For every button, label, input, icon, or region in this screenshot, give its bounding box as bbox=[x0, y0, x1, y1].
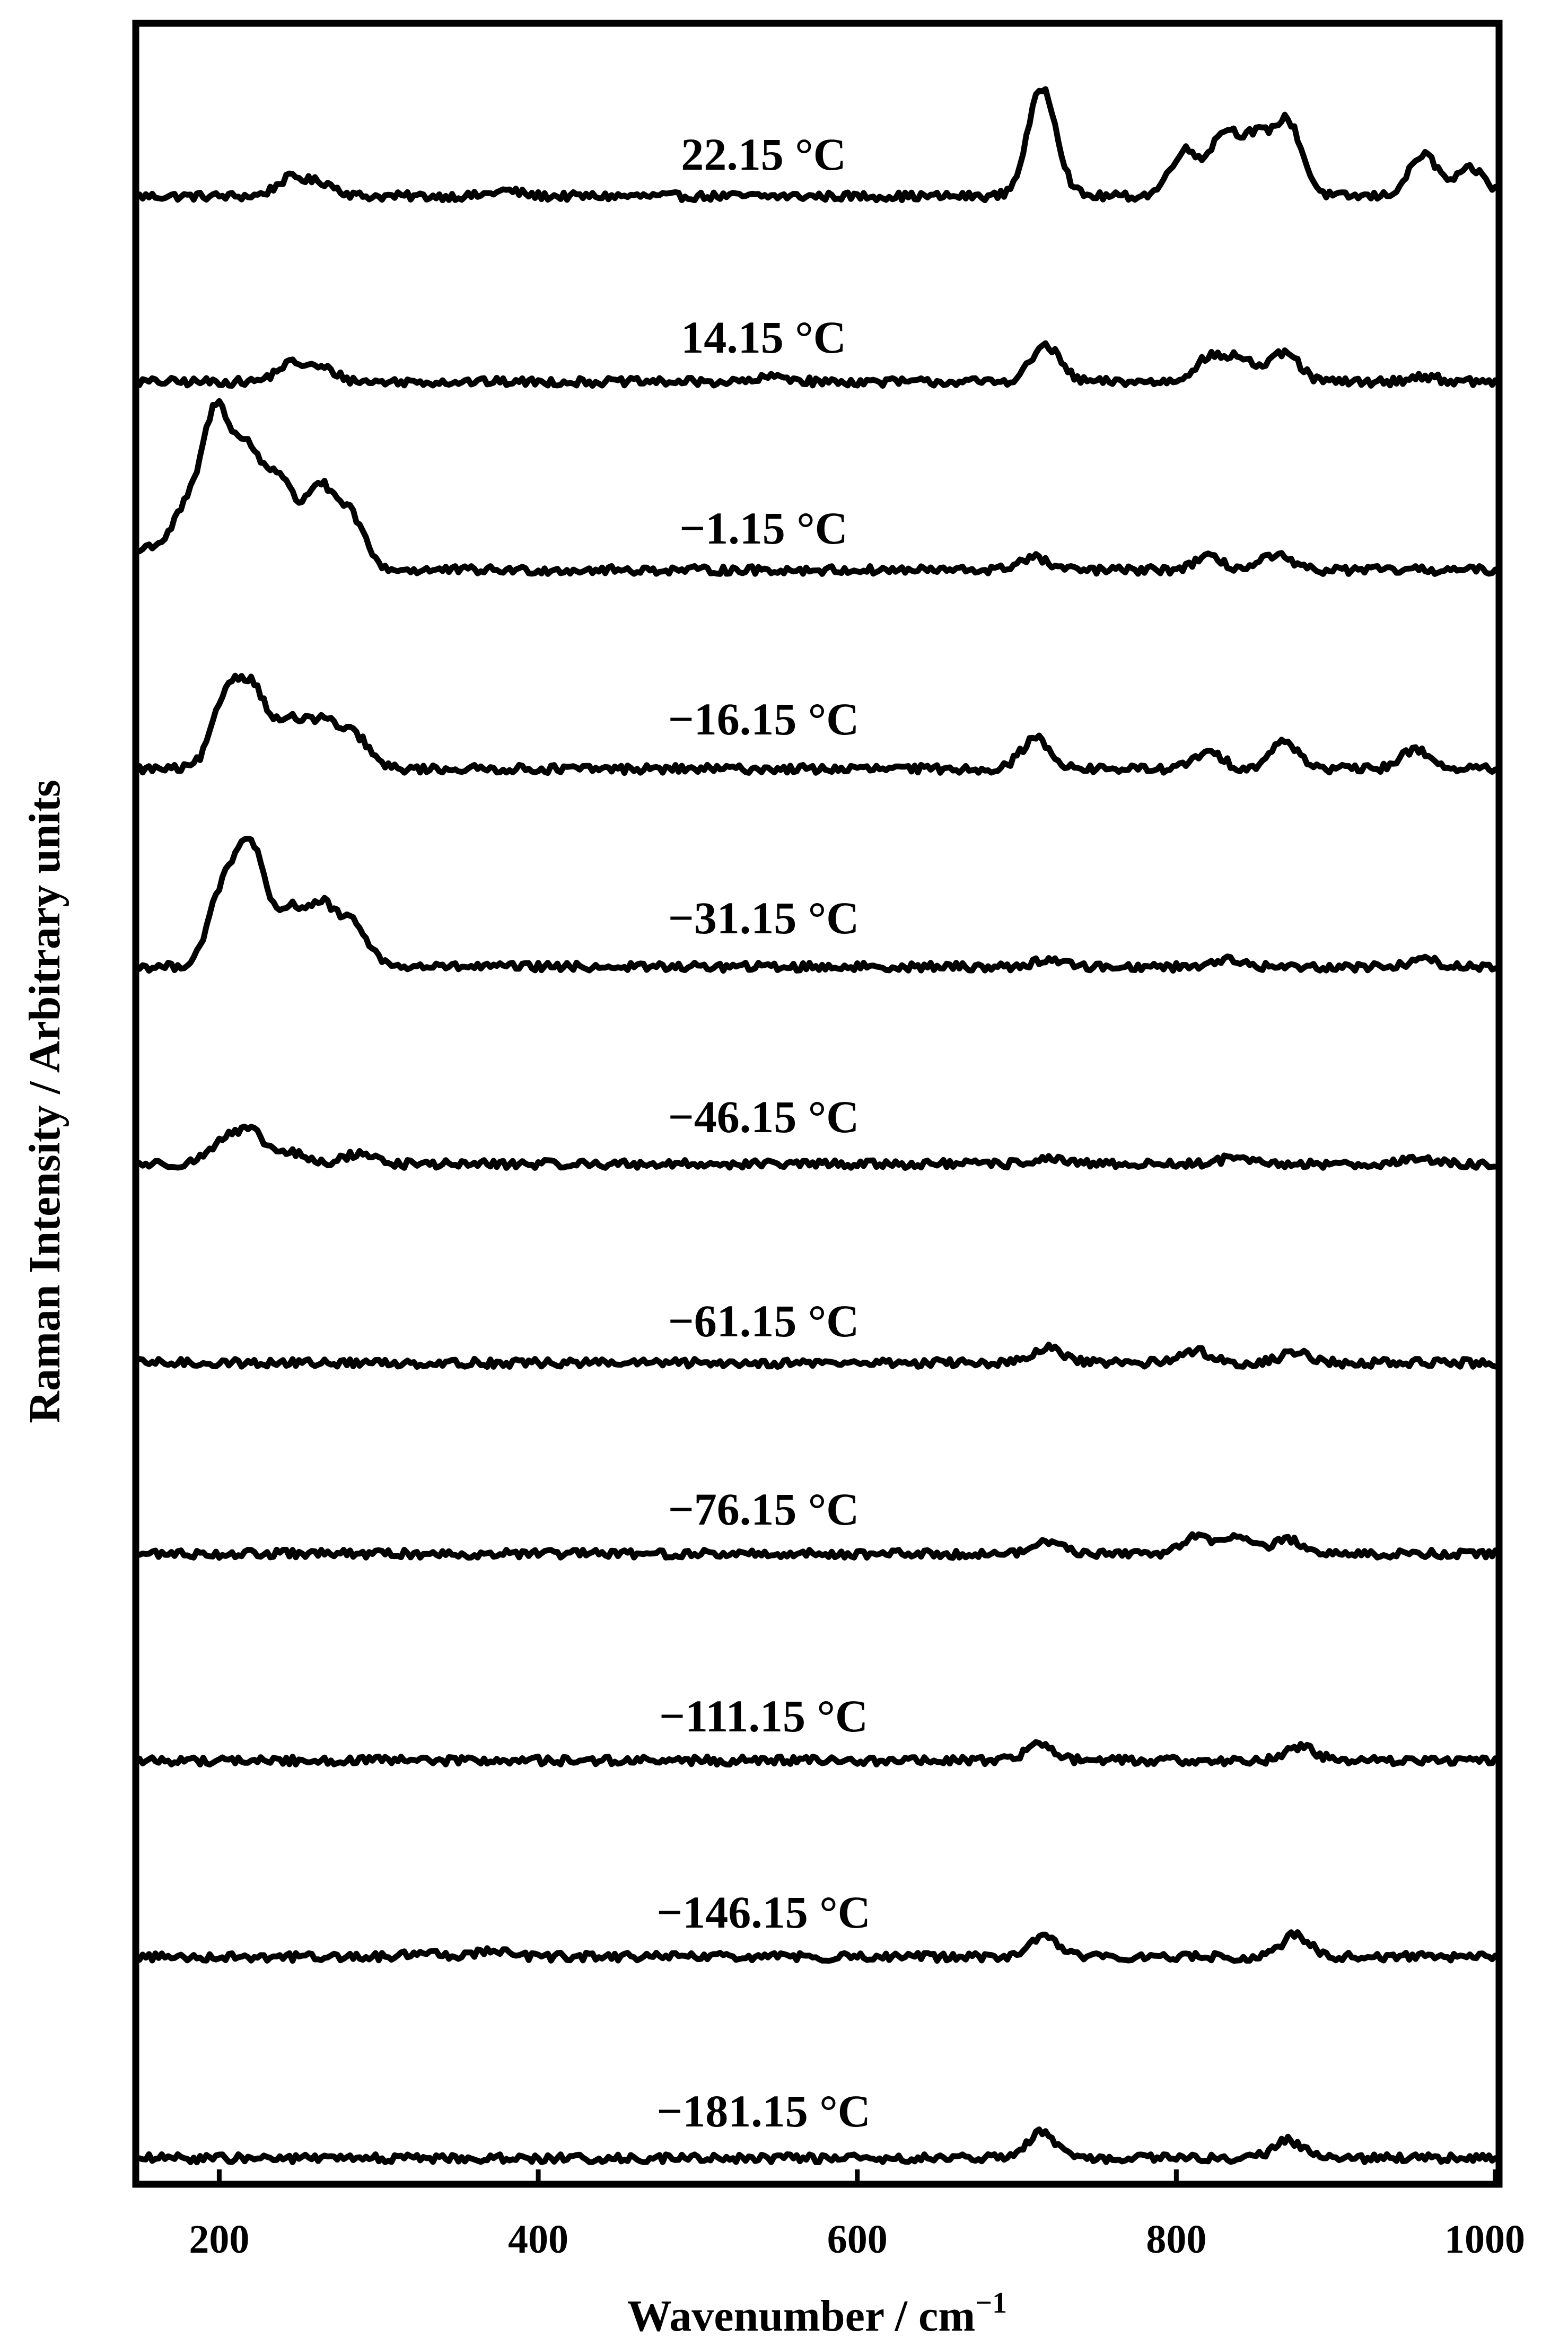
x-tick-label: 400 bbox=[508, 2217, 568, 2262]
series-label: −111.15 °C bbox=[659, 1691, 868, 1741]
y-axis-title: Raman Intensity / Arbitrary units bbox=[20, 780, 69, 1423]
series-line bbox=[136, 836, 1499, 974]
series-line bbox=[136, 2126, 1499, 2166]
series-label: −146.15 °C bbox=[656, 1887, 871, 1938]
plot-frame bbox=[132, 20, 1503, 2188]
series-label: −16.15 °C bbox=[668, 694, 860, 745]
series-label: −31.15 °C bbox=[668, 892, 860, 943]
series-label: 14.15 °C bbox=[681, 312, 846, 363]
x-tick-label: 1000 bbox=[1444, 2217, 1525, 2262]
series-label: −61.15 °C bbox=[668, 1295, 860, 1346]
series-line bbox=[136, 672, 1499, 776]
series-line bbox=[136, 1531, 1499, 1561]
series-line bbox=[136, 1342, 1499, 1370]
series-group bbox=[136, 86, 1499, 2166]
series-line bbox=[136, 398, 1499, 577]
x-tick-label: 600 bbox=[827, 2217, 888, 2262]
series-label: −76.15 °C bbox=[668, 1484, 860, 1535]
series-line bbox=[136, 340, 1499, 389]
series-label: −46.15 °C bbox=[668, 1091, 860, 1142]
x-tick-label: 200 bbox=[189, 2217, 249, 2262]
series-label-group: 22.15 °C 14.15 °C −1.15 °C −16.15 °C −31.15 … bbox=[656, 129, 871, 2137]
series-label: 22.15 °C bbox=[681, 129, 846, 180]
series-line bbox=[136, 1123, 1499, 1171]
series-line bbox=[136, 1739, 1499, 1768]
x-tick-group: 200 400 600 800 1000 bbox=[189, 2169, 1525, 2262]
x-axis-title-superscript: −1 bbox=[975, 2287, 1007, 2319]
series-label: −1.15 °C bbox=[679, 503, 848, 554]
x-tick-label: 800 bbox=[1146, 2217, 1206, 2262]
series-line bbox=[136, 86, 1499, 204]
series-label: −181.15 °C bbox=[656, 2086, 871, 2137]
x-axis-title: Wavenumber / cm−1 bbox=[627, 2287, 1007, 2341]
series-line bbox=[136, 1929, 1499, 1964]
